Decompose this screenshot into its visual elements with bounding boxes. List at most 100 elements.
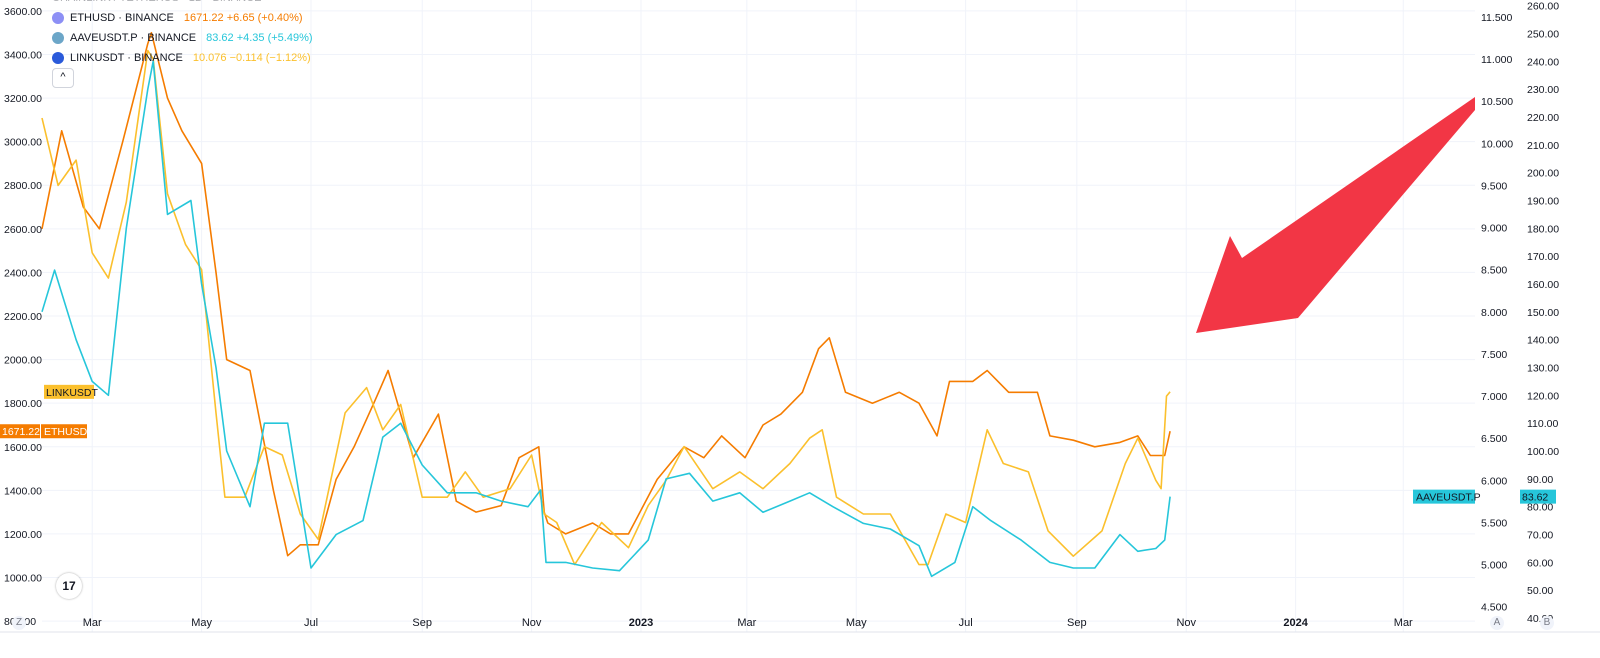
- price-tick-label: 11.500: [1481, 12, 1512, 24]
- legend-symbol: AAVEUSDT.P · BINANCE: [70, 32, 197, 44]
- time-tick-label: Mar: [1394, 617, 1413, 629]
- price-tick-label: 10.000: [1481, 138, 1513, 150]
- scale-b-button[interactable]: B: [1540, 616, 1554, 630]
- series-line-ethusd: [41, 31, 1171, 557]
- aave-icon: [52, 32, 64, 44]
- price-tag-name-text: LINKUSDT: [46, 387, 99, 399]
- legend-symbol: LINKUSDT · BINANCE: [70, 52, 183, 64]
- mid-price-axis[interactable]: 11.500 11.000 10.500 10.000 9.500 9.000 8.500 8…: [1481, 12, 1513, 614]
- price-tag-name-text: AAVEUSDT.P: [1416, 492, 1481, 504]
- price-tick-label: 80.00: [1527, 502, 1553, 514]
- price-tick-label: 110.00: [1527, 418, 1558, 430]
- left-price-axis[interactable]: 3600.00 3400.00 3200.00 3000.00 2800.00 2600.…: [4, 6, 42, 628]
- price-tick-label: 4.500: [1481, 602, 1507, 614]
- price-tick-label: 5.500: [1481, 517, 1507, 529]
- series-layer: [41, 31, 1171, 578]
- price-tick-label: 150.00: [1527, 307, 1559, 319]
- price-tag-name: [41, 424, 87, 439]
- price-tag-value-text: 1671.22: [2, 426, 40, 438]
- price-tick-label: 11.000: [1481, 54, 1512, 66]
- price-tick-label: 9.500: [1481, 180, 1507, 192]
- legend-row-aaveusdt[interactable]: AAVEUSDT.P · BINANCE 83.62 +4.35 (+5.49%…: [52, 28, 313, 48]
- price-tick-label: 5.000: [1481, 560, 1507, 572]
- price-tick-label: 70.00: [1527, 530, 1553, 542]
- time-tick-label: Nov: [1176, 617, 1196, 629]
- price-tick-label: 7.500: [1481, 349, 1507, 361]
- legend-row-ethusd[interactable]: ETHUSD · BINANCE 1671.22 +6.65 (+0.40%): [52, 8, 313, 28]
- legend-main-title: CHAINLINK / TETHERUS · 1D · BINANCE: [52, 0, 261, 8]
- time-tick-label: 2023: [629, 617, 653, 629]
- legend-values: 10.076 −0.114 (−1.12%): [192, 52, 311, 64]
- legend-values: 83.62 +4.35 (+5.49%): [206, 32, 313, 44]
- price-tag-value-text: 83.62: [1522, 492, 1548, 504]
- scale-z-button[interactable]: Z: [12, 616, 26, 630]
- price-tick-label: 8.500: [1481, 265, 1507, 277]
- legend-symbol: ETHUSD · BINANCE: [70, 12, 174, 24]
- time-tick-label: 2024: [1283, 617, 1308, 629]
- time-tick-label: Mar: [737, 617, 756, 629]
- legend-values: 1671.22 +6.65 (+0.40%): [183, 12, 303, 24]
- price-tick-label: 3200.00: [4, 93, 42, 105]
- price-tag-name: [1413, 489, 1475, 504]
- price-tick-label: 8.000: [1481, 307, 1507, 319]
- price-tick-label: 2200.00: [4, 311, 42, 323]
- price-tick-label: 120.00: [1527, 390, 1559, 402]
- series-line-linkusdt: [41, 49, 1171, 566]
- price-tick-label: 9.000: [1481, 223, 1507, 235]
- price-tick-label: 200.00: [1527, 168, 1559, 180]
- annotation-layer: [1196, 97, 1475, 333]
- red-arrow-annotation[interactable]: [1196, 97, 1475, 333]
- tradingview-logo[interactable]: 17: [56, 573, 82, 599]
- price-tick-label: 230.00: [1527, 84, 1559, 96]
- time-tick-label: Sep: [1067, 617, 1087, 629]
- price-tick-label: 90.00: [1527, 474, 1553, 486]
- time-tick-label: Sep: [412, 617, 432, 629]
- legend-collapse-button[interactable]: ^: [52, 68, 74, 88]
- price-tick-label: 100.00: [1527, 446, 1559, 458]
- time-tick-label: Jul: [959, 617, 973, 629]
- price-tick-label: 220.00: [1527, 112, 1559, 124]
- price-tick-label: 3400.00: [4, 49, 42, 61]
- time-tick-label: Mar: [83, 617, 102, 629]
- price-tick-label: 260.00: [1527, 1, 1559, 13]
- price-tick-label: 240.00: [1527, 56, 1559, 68]
- price-tag-value: [1520, 489, 1556, 504]
- time-axis[interactable]: Mar May Jul Sep Nov 2023 Mar May Jul Sep Nov 2024 Ma…: [83, 617, 1413, 629]
- price-tag-name: [44, 384, 94, 399]
- price-tick-label: 2600.00: [4, 224, 42, 236]
- legend-row-linkusdt[interactable]: LINKUSDT · BINANCE 10.076 −0.114 (−1.12%…: [52, 48, 313, 68]
- price-tick-label: 6.500: [1481, 433, 1507, 445]
- chainlink-icon: [52, 52, 64, 64]
- price-tick-label: 10.500: [1481, 96, 1513, 108]
- price-tick-label: 7.000: [1481, 391, 1507, 403]
- time-tick-label: Nov: [522, 617, 542, 629]
- price-tick-label: 60.00: [1527, 557, 1553, 569]
- legend-row-chainlink-main[interactable]: CHAINLINK / TETHERUS · 1D · BINANCE: [52, 0, 313, 8]
- price-tick-label: 1400.00: [4, 485, 42, 497]
- price-tick-label: 190.00: [1527, 195, 1559, 207]
- price-tick-label: 2400.00: [4, 267, 42, 279]
- grid-lines: [42, 0, 1475, 632]
- price-tick-label: 3000.00: [4, 137, 42, 149]
- price-tick-label: 130.00: [1527, 363, 1559, 375]
- price-tick-label: 170.00: [1527, 251, 1559, 263]
- price-tick-label: 2000.00: [4, 355, 42, 367]
- series-line-aaveusdt-p: [41, 60, 1171, 578]
- price-tick-label: 50.00: [1527, 585, 1553, 597]
- time-tick-label: May: [191, 617, 212, 629]
- time-tick-label: May: [846, 617, 867, 629]
- price-tick-label: 3600.00: [4, 6, 42, 18]
- price-tick-label: 1000.00: [4, 573, 42, 585]
- right-price-axis[interactable]: 260.00 250.00 240.00 230.00 220.00 210.00 200.…: [1527, 1, 1559, 626]
- price-tick-label: 140.00: [1527, 335, 1559, 347]
- auto-scale-button[interactable]: A: [1490, 616, 1504, 630]
- price-tick-label: 1600.00: [4, 442, 42, 454]
- price-tick-label: 2800.00: [4, 180, 42, 192]
- price-tag-name-text: ETHUSD: [44, 426, 88, 438]
- legend: CHAINLINK / TETHERUS · 1D · BINANCE ETHU…: [52, 0, 313, 68]
- time-tick-label: Jul: [304, 617, 318, 629]
- price-tick-label: 1200.00: [4, 529, 42, 541]
- price-tick-label: 250.00: [1527, 28, 1559, 40]
